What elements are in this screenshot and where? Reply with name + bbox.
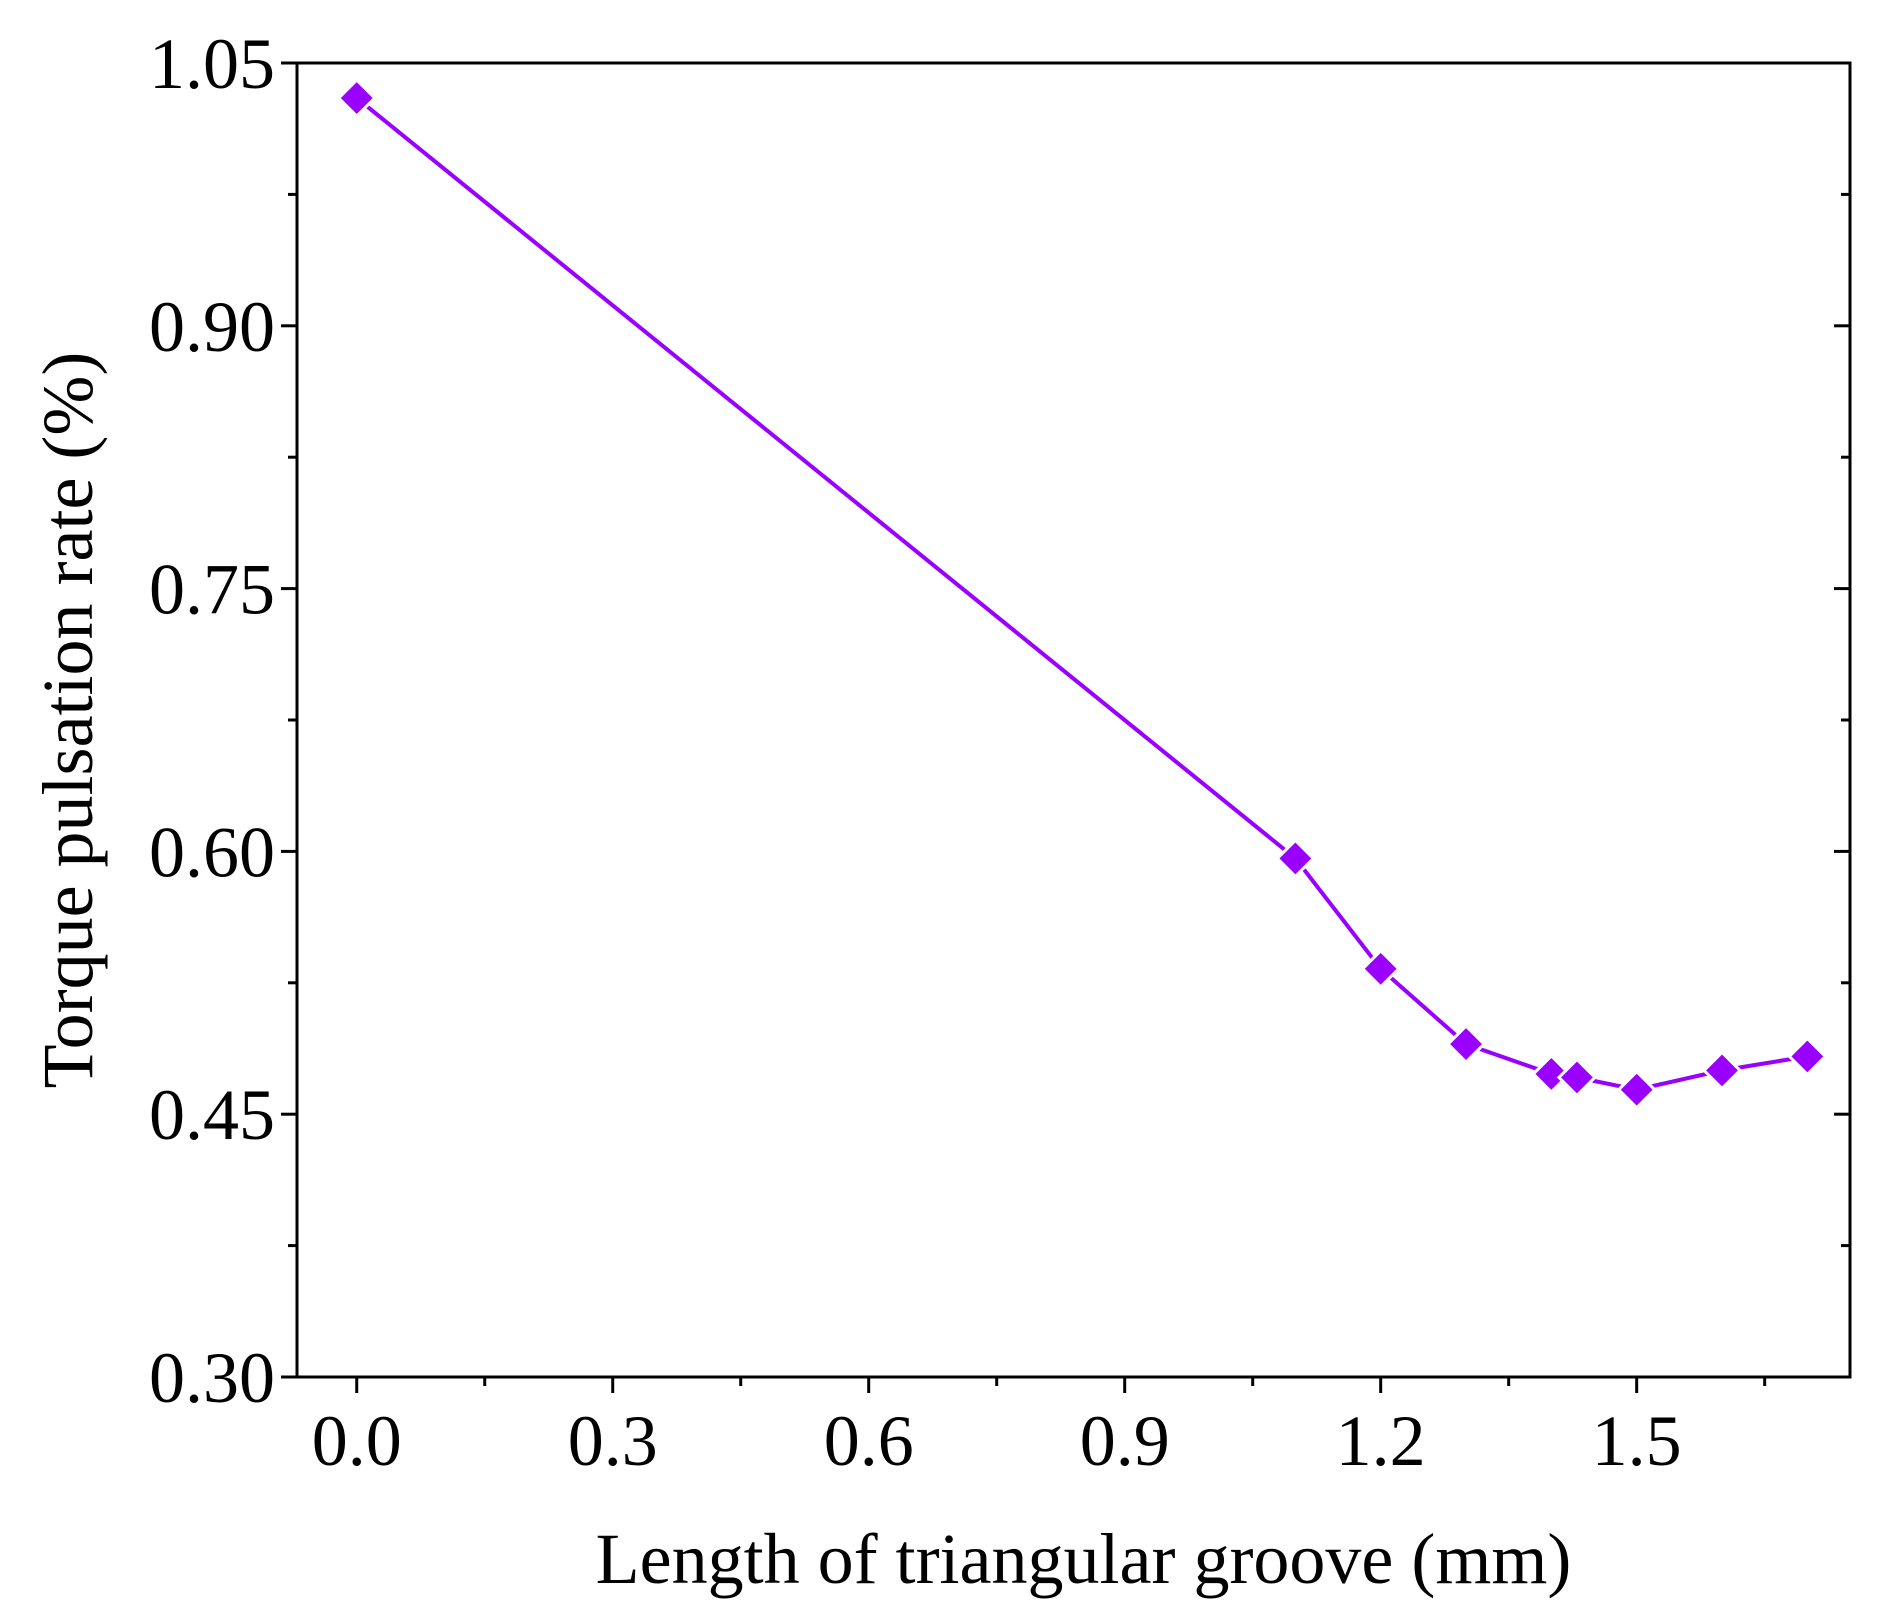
labels-layer: 0.0 0.3 0.6 0.9 1.2 1.5 0.30 0.45 0.60 0.75 0.90 1.…	[149, 24, 1682, 1481]
data-point-marker	[1531, 1053, 1572, 1095]
series-layer	[336, 77, 1828, 1110]
y-tick-label: 0.45	[149, 1075, 275, 1155]
x-tick-label: 0.0	[312, 1401, 402, 1481]
plot-frame	[295, 61, 1852, 1379]
x-tick-label: 0.3	[568, 1401, 658, 1481]
data-point-marker	[1787, 1036, 1828, 1077]
data-point-marker	[1701, 1050, 1743, 1091]
y-tick-label: 0.30	[149, 1338, 275, 1418]
data-point-marker	[1275, 838, 1316, 879]
x-tick-label: 0.9	[1080, 1401, 1170, 1481]
x-tick-label: 1.5	[1592, 1401, 1682, 1481]
data-point-marker	[1360, 948, 1401, 989]
data-point-marker	[1616, 1069, 1657, 1110]
data-point-marker	[1556, 1057, 1598, 1098]
y-axis-title: Torque pulsation rate (%)	[28, 352, 108, 1089]
x-axis-title: Length of triangular groove (mm)	[596, 1519, 1572, 1599]
y-tick-label: 0.75	[149, 550, 275, 630]
x-tick-label: 1.2	[1336, 1401, 1426, 1481]
y-tick-label: 0.60	[149, 812, 275, 892]
data-point-marker	[336, 77, 377, 119]
y-tick-label: 1.05	[149, 24, 275, 104]
x-tick-label: 0.6	[824, 1401, 914, 1481]
y-tick-label: 0.90	[149, 287, 275, 367]
data-point-marker	[1445, 1023, 1487, 1065]
